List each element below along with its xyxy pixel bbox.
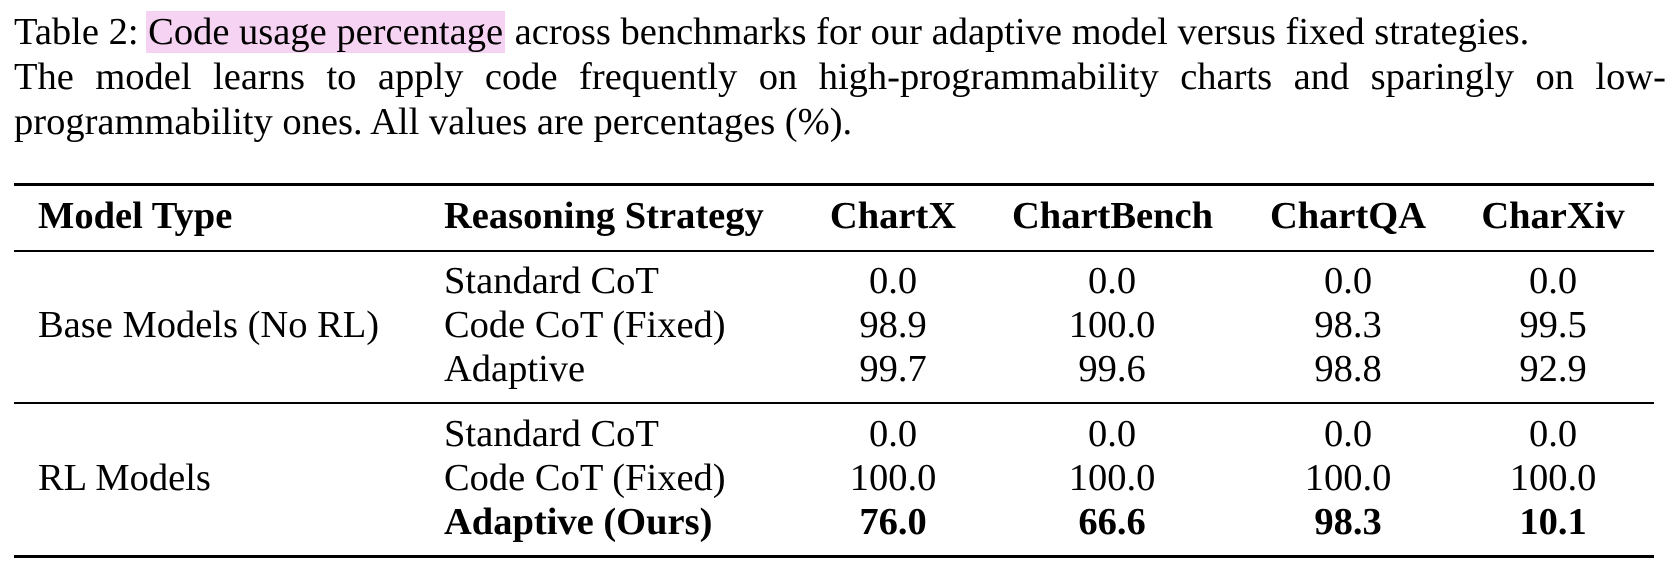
row-strategy: Adaptive: [444, 348, 586, 390]
cell-chartx: 98.9: [859, 304, 927, 346]
header-model-type: Model Type: [38, 195, 233, 237]
cell-chartqa: 98.3: [1314, 501, 1382, 543]
header-reasoning-strategy: Reasoning Strategy: [444, 195, 764, 237]
cell-chartqa: 98.3: [1314, 304, 1382, 346]
row-strategy: Standard CoT: [444, 413, 659, 455]
row-strategy: Adaptive (Ours): [444, 501, 713, 543]
cell-charxiv: 99.5: [1519, 304, 1587, 346]
group-model-type: RL Models: [38, 457, 211, 499]
cell-chartx: 0.0: [868, 260, 918, 302]
cell-chartx: 0.0: [868, 413, 918, 455]
caption-line-3: programmability ones. All values are per…: [14, 101, 853, 143]
cell-chartbench: 99.6: [1078, 348, 1146, 390]
caption-text-1: across benchmarks for our adaptive model…: [514, 11, 1530, 53]
caption-line-2: The model learns to apply code frequentl…: [14, 56, 1666, 98]
row-strategy: Standard CoT: [444, 260, 659, 302]
cell-chartqa: 98.8: [1314, 348, 1382, 390]
caption-line-1: Table 2: Code usage percentage across be…: [14, 10, 1666, 55]
cell-chartbench: 0.0: [1087, 413, 1137, 455]
cell-chartx: 100.0: [849, 457, 937, 499]
row-strategy: Code CoT (Fixed): [444, 304, 726, 346]
cell-charxiv: 10.1: [1519, 501, 1587, 543]
table-top-rule: [14, 183, 1654, 186]
header-chartqa: ChartQA: [1269, 195, 1427, 237]
cell-chartqa: 0.0: [1323, 413, 1373, 455]
table-header-rule: [14, 250, 1654, 252]
cell-chartqa: 100.0: [1304, 457, 1392, 499]
table-caption: Table 2: Code usage percentage across be…: [14, 10, 1666, 145]
cell-charxiv: 0.0: [1528, 413, 1578, 455]
cell-chartbench: 66.6: [1078, 501, 1146, 543]
header-chartx: ChartX: [829, 195, 957, 237]
cell-chartqa: 0.0: [1323, 260, 1373, 302]
table-group-rule: [14, 402, 1654, 404]
cell-chartx: 76.0: [859, 501, 927, 543]
cell-chartbench: 100.0: [1068, 304, 1156, 346]
cell-charxiv: 92.9: [1519, 348, 1587, 390]
cell-charxiv: 0.0: [1528, 260, 1578, 302]
caption-highlight: Code usage percentage: [146, 11, 506, 53]
cell-charxiv: 100.0: [1509, 457, 1597, 499]
header-chartbench: ChartBench: [1012, 195, 1214, 237]
cell-chartbench: 100.0: [1068, 457, 1156, 499]
row-strategy: Code CoT (Fixed): [444, 457, 726, 499]
group-model-type: Base Models (No RL): [38, 304, 380, 346]
cell-chartx: 99.7: [859, 348, 927, 390]
header-charxiv: CharXiv: [1481, 195, 1625, 237]
caption-label: Table 2:: [14, 11, 139, 53]
table-bottom-rule: [14, 555, 1654, 558]
cell-chartbench: 0.0: [1087, 260, 1137, 302]
